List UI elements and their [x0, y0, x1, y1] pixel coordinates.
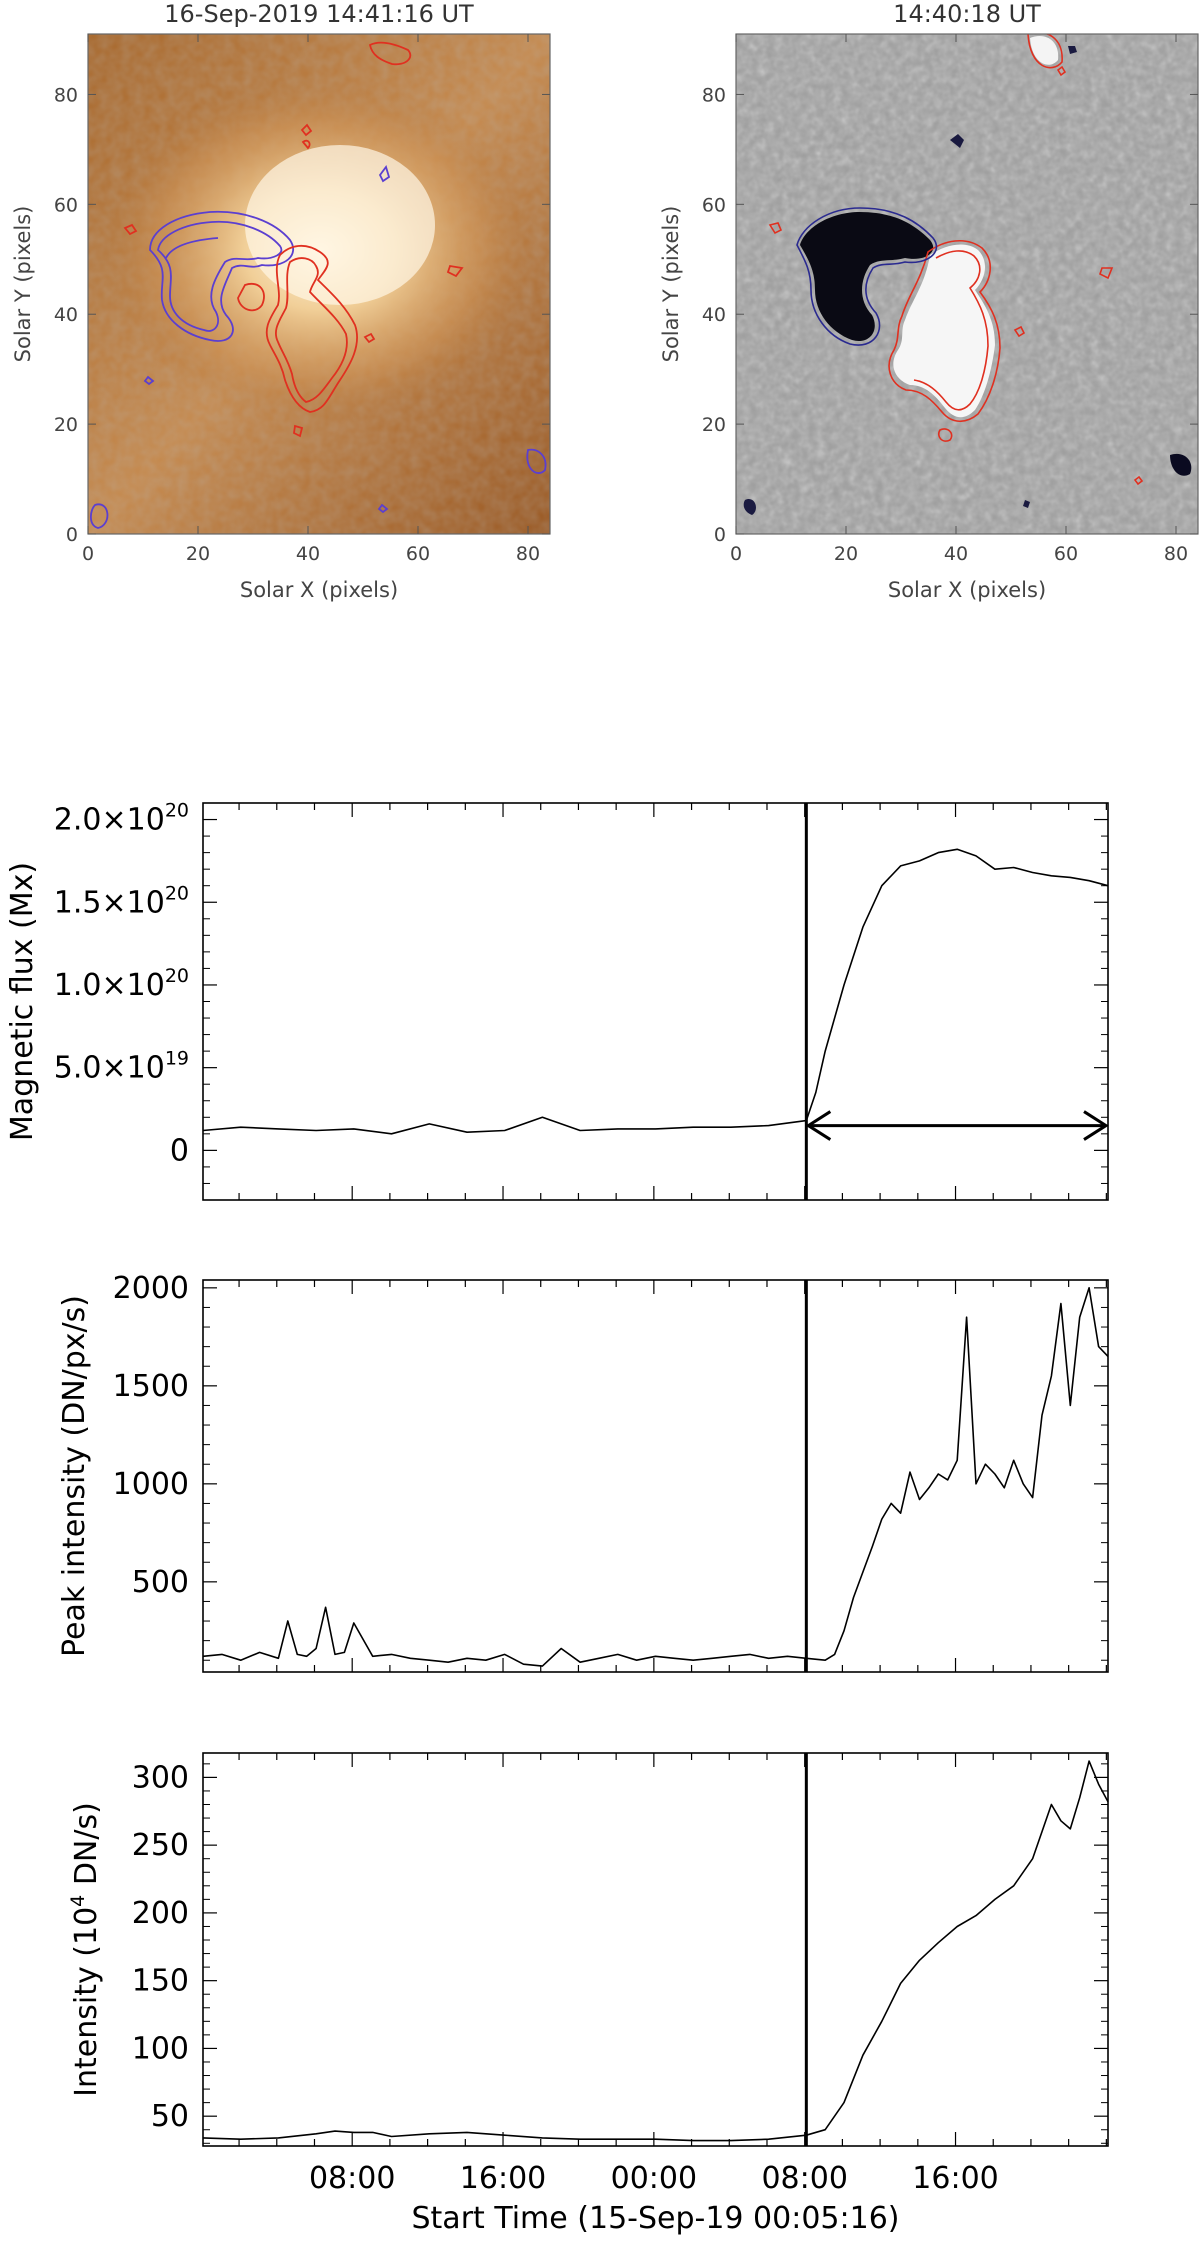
image2-ylabel: Solar Y (pixels) — [659, 206, 683, 363]
magnetogram-image — [736, 34, 1198, 534]
y-tick-label: 5.0×1019 — [54, 1048, 189, 1086]
y-tick-label: 60 — [54, 194, 78, 216]
y-axis-label: Peak intensity (DN/px/s) — [57, 1295, 92, 1657]
x-tick-label: 60 — [406, 543, 430, 565]
x-tick-label: 60 — [1054, 543, 1078, 565]
series-line — [202, 1287, 1109, 1667]
y-axis-label: Intensity (104 DN/s) — [67, 1802, 104, 2097]
image2-xlabel: Solar X (pixels) — [888, 578, 1046, 602]
y-tick-label: 80 — [702, 84, 726, 106]
x-tick-label: 16:00 — [912, 2161, 998, 2196]
y-tick-label: 20 — [702, 414, 726, 436]
y-tick-label: 1500 — [113, 1369, 189, 1404]
y-tick-label: 1.5×1020 — [54, 882, 189, 920]
image2-axes: 0 20 40 60 80 0 20 40 60 80 — [702, 34, 1198, 565]
magnetic-flux-plot: 0 5.0×1019 1.0×1020 1.5×1020 2.0×1020 Magneti… — [5, 800, 1109, 1201]
y-tick-label: 2000 — [113, 1271, 189, 1306]
y-tick-label: 500 — [132, 1565, 189, 1600]
x-tick-label: 16:00 — [460, 2161, 546, 2196]
series-line — [202, 848, 1109, 1135]
positive-contours-2 — [768, 34, 1144, 486]
x-tick-label: 08:00 — [761, 2161, 847, 2196]
negative-contours — [89, 165, 547, 529]
x-tick-label: 0 — [730, 543, 742, 565]
plot-frame — [202, 1279, 1109, 1673]
y-tick-label: 0 — [66, 524, 78, 546]
x-tick-label: 00:00 — [611, 2161, 697, 2196]
arrow-head-left — [805, 1110, 832, 1141]
y-tick-label: 1.0×1020 — [54, 965, 189, 1003]
aia-image — [88, 34, 550, 534]
y-tick-label: 250 — [132, 1828, 189, 1863]
series-line — [202, 1760, 1109, 2142]
x-tick-label: 80 — [516, 543, 540, 565]
negative-contours-2 — [796, 207, 938, 346]
y-tick-label: 50 — [151, 2099, 189, 2134]
y-tick-label: 40 — [702, 304, 726, 326]
peak-intensity-plot: 500 1000 1500 2000 Peak intensity (DN/px/s) — [57, 1271, 1109, 1673]
positive-contours — [123, 41, 464, 438]
y-tick-label: 300 — [132, 1760, 189, 1795]
negative-polarity-region — [800, 212, 934, 341]
x-tick-label: 80 — [1164, 543, 1188, 565]
image2-title: 14:40:18 UT — [893, 0, 1041, 28]
y-tick-label: 0 — [714, 524, 726, 546]
x-tick-label: 0 — [82, 543, 94, 565]
x-tick-label: 40 — [944, 543, 968, 565]
image1-axes: 0 20 40 60 80 0 20 40 60 80 — [54, 34, 550, 565]
image1-xlabel: Solar X (pixels) — [240, 578, 398, 602]
x-tick-label: 08:00 — [309, 2161, 395, 2196]
y-tick-label: 0 — [170, 1133, 189, 1168]
y-tick-label: 1000 — [113, 1467, 189, 1502]
plot-frame — [202, 1752, 1109, 2147]
x-axis-label: Start Time (15-Sep-19 00:05:16) — [412, 2201, 900, 2236]
x-tick-label: 40 — [296, 543, 320, 565]
y-tick-label: 60 — [702, 194, 726, 216]
y-tick-label: 40 — [54, 304, 78, 326]
x-tick-label: 20 — [834, 543, 858, 565]
aia-image-panel: 16-Sep-2019 14:41:16 UT — [11, 0, 551, 602]
y-tick-label: 150 — [132, 1964, 189, 1999]
intensity-plot: 50 100 150 200 250 300 Intensity (104 DN/s) 08:… — [67, 1752, 1109, 2236]
magnetogram-panel: 14:40:18 UT — [659, 0, 1199, 602]
y-axis-label: Magnetic flux (Mx) — [5, 862, 40, 1141]
x-tick-label: 20 — [186, 543, 210, 565]
arrow-head-right — [1083, 1110, 1109, 1141]
y-tick-label: 20 — [54, 414, 78, 436]
plot-frame — [202, 802, 1109, 1201]
y-tick-label: 200 — [132, 1896, 189, 1931]
y-tick-label: 100 — [132, 2031, 189, 2066]
y-tick-label: 2.0×1020 — [54, 800, 189, 838]
image1-ylabel: Solar Y (pixels) — [11, 206, 35, 363]
image1-title: 16-Sep-2019 14:41:16 UT — [164, 0, 474, 28]
y-tick-label: 80 — [54, 84, 78, 106]
